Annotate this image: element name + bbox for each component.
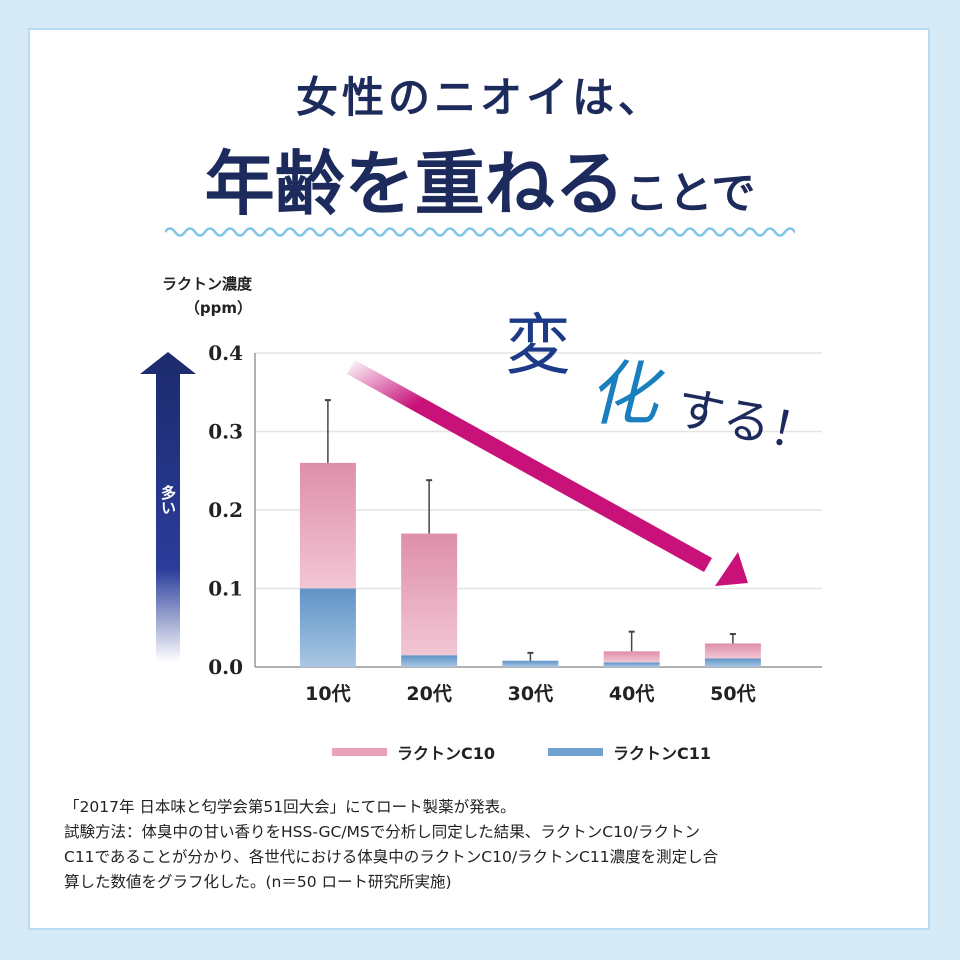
footnote: 「2017年 日本味と匂学会第51回大会」にてロート製薬が発表。 試験方法：体臭… bbox=[64, 795, 904, 895]
legend-item-c11: ラクトンC11 bbox=[548, 740, 711, 764]
legend-label-c10: ラクトンC10 bbox=[397, 744, 496, 763]
bar-c11 bbox=[401, 655, 458, 667]
x-tick-label: 20代 bbox=[406, 683, 451, 705]
trend-arrow-head bbox=[715, 552, 748, 586]
legend-item-c10: ラクトンC10 bbox=[332, 740, 495, 764]
title-small: ことで bbox=[624, 168, 756, 219]
y-tick-label: 0.2 bbox=[208, 498, 243, 522]
bar-c10 bbox=[704, 643, 761, 659]
bar-c11 bbox=[603, 662, 660, 667]
bar-c11 bbox=[299, 588, 356, 667]
title-line1: 女性のニオイは、 bbox=[295, 73, 664, 122]
title-line2: 年齢を重ねることで bbox=[0, 128, 960, 229]
note-line: 算した数値をグラフ化した。(n＝50 ロート研究所実施) bbox=[64, 873, 452, 891]
note-line: 「2017年 日本味と匂学会第51回大会」にてロート製薬が発表。 bbox=[64, 798, 516, 816]
up-arrow-icon bbox=[140, 352, 196, 662]
note-line: C11であることが分かり、各世代における体臭中のラクトンC10/ラクトンC11濃… bbox=[64, 848, 719, 866]
x-tick-label: 10代 bbox=[305, 683, 350, 705]
y-label-line1: ラクトン濃度 bbox=[161, 275, 252, 293]
y-tick-label: 0.1 bbox=[208, 577, 243, 601]
x-tick-label: 40代 bbox=[609, 683, 654, 705]
wave-divider bbox=[165, 227, 795, 237]
bar-c10 bbox=[299, 462, 356, 589]
bar-c11 bbox=[502, 660, 559, 667]
slogan-part2: 化 bbox=[588, 353, 658, 435]
bar-c10 bbox=[401, 533, 458, 656]
y-axis-label: ラクトン濃度 （ppm） bbox=[112, 272, 252, 320]
y-tick-label: 0.4 bbox=[208, 341, 243, 365]
y-label-line2: （ppm） bbox=[184, 299, 252, 317]
y-tick-label: 0.0 bbox=[208, 655, 243, 679]
y-tick-label: 0.3 bbox=[208, 420, 243, 444]
chart: 0.0 0.1 0.2 0.3 0.4 10代 20代 30代 40代 50代 bbox=[208, 341, 822, 705]
trend-arrow bbox=[347, 360, 712, 572]
title-big: 年齢を重ねる bbox=[204, 142, 625, 225]
x-tick-label: 30代 bbox=[508, 683, 553, 705]
slogan-part1: 変 bbox=[505, 307, 571, 384]
note-line: 試験方法：体臭中の甘い香りをHSS-GC/MSで分析し同定した結果、ラクトンC1… bbox=[64, 823, 701, 841]
legend-swatch-c11 bbox=[548, 748, 603, 756]
legend-swatch-c10 bbox=[332, 748, 387, 756]
legend-label-c11: ラクトンC11 bbox=[613, 744, 712, 763]
more-label: 多い bbox=[159, 485, 177, 515]
bar-c11 bbox=[704, 658, 761, 667]
x-tick-label: 50代 bbox=[710, 683, 755, 705]
bar-c10 bbox=[603, 651, 660, 663]
